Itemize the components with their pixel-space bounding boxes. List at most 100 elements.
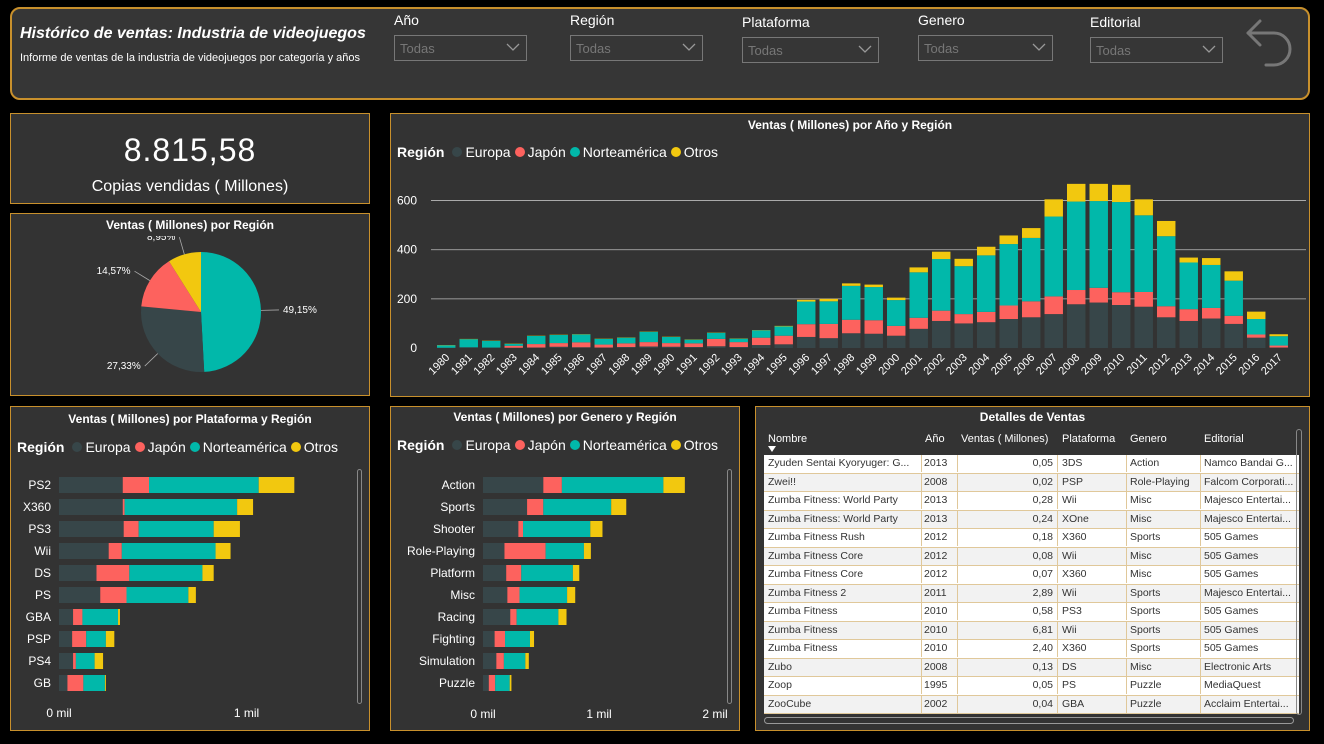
scrollbar[interactable] [357,469,362,704]
legend-item[interactable]: Otros [670,437,718,453]
bar-japón-2009[interactable] [1089,287,1108,303]
bar-europa-misc[interactable] [483,587,508,603]
bar-otros-1997[interactable] [819,298,838,302]
bar-otros-role-playing[interactable] [583,543,591,559]
bar-norteamérica-2004[interactable] [977,255,996,312]
bar-europa-1998[interactable] [842,333,861,348]
filter-plataforma-dropdown[interactable]: Todas [742,37,879,63]
bar-europa-action[interactable] [483,477,544,493]
bar-japón-2010[interactable] [1112,292,1131,305]
bar-norteamérica-simulation[interactable] [503,653,526,669]
bar-europa-gba[interactable] [59,609,74,625]
bar-japón-1995[interactable] [774,335,793,345]
bar-europa-2012[interactable] [1157,317,1176,348]
bar-otros-2004[interactable] [977,246,996,256]
bar-norteamérica-1982[interactable] [482,340,501,348]
bar-europa-wii[interactable] [59,543,109,559]
bar-otros-ps[interactable] [188,587,196,603]
bar-norteamérica-2012[interactable] [1157,236,1176,307]
bar-norteamérica-2002[interactable] [932,259,951,311]
bar-japón-2007[interactable] [1044,296,1063,315]
bar-europa-gb[interactable] [59,675,68,691]
bar-norteamérica-2008[interactable] [1067,201,1086,291]
bar-japón-2012[interactable] [1157,306,1176,318]
bar-otros-gba[interactable] [118,609,120,625]
bar-europa-2008[interactable] [1067,304,1086,348]
bar-otros-2017[interactable] [1269,334,1288,337]
bar-europa-1988[interactable] [617,347,636,348]
bar-europa-1999[interactable] [864,333,883,348]
bar-japón-puzzle[interactable] [488,675,496,691]
bar-otros-puzzle[interactable] [509,675,512,691]
bar-norteamérica-2006[interactable] [1022,237,1041,302]
table-row[interactable]: Zoop 1995 0,05 PS Puzzle MediaQuest [764,677,1299,696]
bar-europa-psp[interactable] [59,631,73,647]
bar-japón-misc[interactable] [507,587,520,603]
table-row[interactable]: ZooCube 2002 0,04 GBA Puzzle Acclaim Entertai… [764,695,1299,714]
bar-europa-ps4[interactable] [59,653,74,669]
bar-otros-ps3[interactable] [213,521,240,537]
bar-norteamérica-1991[interactable] [684,339,703,344]
bar-norteamérica-1993[interactable] [729,338,748,343]
bar-japón-2011[interactable] [1134,291,1153,307]
bar-norteamérica-psp[interactable] [86,631,106,647]
bar-otros-2008[interactable] [1067,183,1086,202]
bar-europa-1997[interactable] [819,338,838,348]
bar-otros-x360[interactable] [237,499,254,515]
bar-japón-sports[interactable] [527,499,544,515]
bar-japón-fighting[interactable] [494,631,506,647]
bar-japón-1991[interactable] [684,343,703,348]
bar-japón-1990[interactable] [662,343,681,347]
bar-japón-ps4[interactable] [73,653,76,669]
table-row[interactable]: Zwei!! 2008 0,02 PSP Role-Playing Falcom Corp… [764,473,1299,492]
bar-japón-ps[interactable] [100,587,127,603]
bar-otros-2001[interactable] [909,267,928,273]
legend-item[interactable]: Norteamérica [569,437,667,453]
bar-norteamérica-1992[interactable] [707,332,726,339]
pie-slice-europa[interactable] [141,306,205,372]
bar-otros-2000[interactable] [887,297,906,301]
bar-norteamérica-1990[interactable] [662,336,681,344]
bar-europa-2004[interactable] [977,322,996,348]
bar-europa-ps[interactable] [59,587,101,603]
bar-norteamérica-2015[interactable] [1224,280,1243,316]
scrollbar[interactable] [1296,429,1302,715]
bar-norteamérica-ps2[interactable] [149,477,259,493]
bar-japón-psp[interactable] [72,631,87,647]
legend-item[interactable]: Japón [134,439,186,455]
bar-otros-2005[interactable] [999,235,1018,245]
table-row[interactable]: Zumba Fitness: World Party 2013 0,28 Wii Mis… [764,492,1299,511]
bar-otros-2015[interactable] [1224,271,1243,281]
bar-norteamérica-2001[interactable] [909,272,928,318]
bar-norteamérica-1985[interactable] [549,334,568,344]
bar-japón-gba[interactable] [73,609,83,625]
bar-norteamérica-2014[interactable] [1202,264,1221,308]
bar-norteamérica-shooter[interactable] [523,521,591,537]
bar-norteamérica-gba[interactable] [82,609,119,625]
bar-otros-sports[interactable] [611,499,627,515]
bar-otros-2013[interactable] [1179,257,1198,263]
bar-japón-1989[interactable] [639,342,658,347]
bar-europa-1995[interactable] [774,344,793,348]
bar-norteamérica-gb[interactable] [83,675,105,691]
bar-europa-1990[interactable] [662,346,681,348]
bar-japón-1987[interactable] [594,344,613,348]
bar-japón-2015[interactable] [1224,315,1243,324]
bar-europa-simulation[interactable] [483,653,497,669]
bar-norteamérica-2011[interactable] [1134,215,1153,292]
bar-norteamérica-wii[interactable] [121,543,216,559]
bar-norteamérica-1999[interactable] [864,287,883,321]
bar-europa-2016[interactable] [1247,337,1266,348]
bar-japón-2001[interactable] [909,317,928,329]
bar-europa-2011[interactable] [1134,306,1153,348]
bar-norteamérica-1995[interactable] [774,326,793,336]
bar-europa-1993[interactable] [729,347,748,348]
horizontal-scrollbar[interactable] [764,717,1294,724]
bar-europa-ds[interactable] [59,565,97,581]
bar-otros-fighting[interactable] [529,631,535,647]
bar-japón-1992[interactable] [707,338,726,347]
bar-norteamérica-2005[interactable] [999,244,1018,306]
bar-japón-2013[interactable] [1179,309,1198,321]
bar-otros-ps2[interactable] [258,477,295,493]
bar-norteamérica-2016[interactable] [1247,319,1266,335]
